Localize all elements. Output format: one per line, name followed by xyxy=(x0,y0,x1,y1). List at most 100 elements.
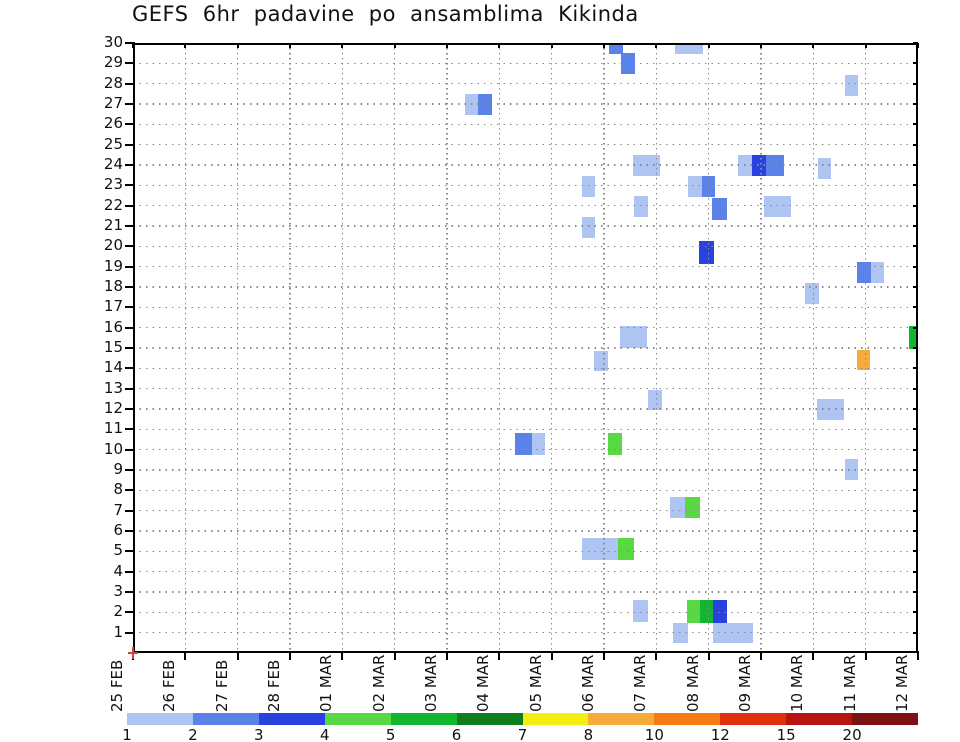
y-axis-member-label: 2 xyxy=(113,602,123,621)
horizontal-gridline xyxy=(133,367,918,370)
x-axis-date-label: 07 MAR xyxy=(631,654,650,712)
y-axis-right-tick xyxy=(913,306,918,309)
x-axis-date-label: 25 FEB xyxy=(108,659,126,712)
heatmap-cell xyxy=(764,196,791,217)
x-axis-tick xyxy=(393,651,396,660)
y-axis-tick xyxy=(125,103,135,105)
x-axis-date-label: 26 FEB xyxy=(160,659,179,712)
y-axis-right-tick xyxy=(913,489,918,492)
y-axis-right-tick xyxy=(913,611,918,614)
colorbar-label: 6 xyxy=(451,726,462,742)
horizontal-gridline xyxy=(133,408,918,410)
colorbar-segment xyxy=(852,713,919,725)
x-axis-date-label: 04 MAR xyxy=(474,654,493,712)
horizontal-gridline xyxy=(133,428,918,431)
y-axis-member-label: 28 xyxy=(103,73,123,92)
y-axis-tick xyxy=(125,42,135,44)
y-axis-tick xyxy=(125,469,135,471)
heatmap-cell xyxy=(582,217,595,238)
y-axis-tick xyxy=(125,306,135,309)
heatmap-cell xyxy=(670,497,685,518)
y-axis-member-label: 4 xyxy=(113,561,123,580)
heatmap-cell xyxy=(713,600,727,623)
y-axis-tick xyxy=(125,631,135,634)
y-axis-right-tick xyxy=(913,184,918,187)
y-axis-member-label: 9 xyxy=(113,460,123,478)
x-axis-top-tick xyxy=(550,43,553,48)
x-axis-date-label: 11 MAR xyxy=(840,654,859,712)
x-axis-top-tick xyxy=(760,43,762,48)
y-axis-tick xyxy=(125,82,135,85)
y-axis-member-label: 20 xyxy=(103,236,123,255)
y-axis-right-tick xyxy=(913,570,918,573)
y-axis-right-tick xyxy=(913,204,918,207)
x-axis-tick xyxy=(341,651,344,660)
y-axis-member-label: 11 xyxy=(103,419,123,438)
heatmap-cell xyxy=(582,176,595,197)
heatmap-cell xyxy=(700,600,713,623)
horizontal-gridline xyxy=(133,204,918,207)
y-axis-tick xyxy=(125,347,135,349)
chart-title: GEFS 6hr padavine po ansamblima Kikinda xyxy=(132,2,639,26)
heatmap-cell xyxy=(675,43,703,54)
y-axis-right-tick xyxy=(913,164,918,166)
y-axis-right-tick xyxy=(913,469,918,471)
x-axis-tick xyxy=(760,651,762,660)
y-axis-member-label: 10 xyxy=(103,439,123,458)
y-axis-tick xyxy=(125,550,135,553)
y-axis-right-tick xyxy=(913,347,918,349)
y-axis-member-label: 23 xyxy=(103,175,123,194)
horizontal-gridline xyxy=(133,225,918,227)
y-axis-member-label: 6 xyxy=(113,521,123,539)
heatmap-cell xyxy=(687,600,700,623)
y-axis-right-tick xyxy=(913,143,918,146)
x-axis-top-tick xyxy=(864,43,867,48)
y-axis-member-label: 22 xyxy=(103,195,123,214)
y-axis-tick xyxy=(125,326,135,329)
horizontal-gridline xyxy=(133,550,918,553)
y-axis-tick xyxy=(125,143,135,146)
heatmap-cell xyxy=(620,326,647,348)
x-axis-tick xyxy=(603,651,605,660)
x-axis-date-label: 27 FEB xyxy=(212,659,231,712)
heatmap-cell xyxy=(805,283,819,304)
horizontal-gridline xyxy=(133,509,918,512)
x-axis-top-tick xyxy=(393,43,396,48)
y-axis-tick xyxy=(125,387,135,390)
horizontal-gridline xyxy=(133,123,918,126)
heatmap-cell xyxy=(712,198,727,220)
y-axis-member-label: 17 xyxy=(103,297,123,316)
y-axis-member-label: 7 xyxy=(113,500,123,519)
y-axis-member-label: 15 xyxy=(103,338,123,356)
horizontal-gridline xyxy=(133,347,918,349)
y-axis-member-label: 1 xyxy=(113,622,123,641)
y-axis-tick xyxy=(125,225,135,227)
x-axis-top-tick xyxy=(707,43,710,48)
heatmap-cell xyxy=(845,75,858,96)
y-axis-member-label: 8 xyxy=(113,480,123,499)
y-axis-tick xyxy=(125,489,135,492)
heatmap-cell xyxy=(608,433,622,455)
x-axis-top-tick xyxy=(341,43,344,48)
colorbar-label: 10 xyxy=(644,726,664,742)
heatmap-cell xyxy=(609,43,623,54)
x-axis-tick xyxy=(184,651,187,660)
colorbar-label: 7 xyxy=(517,726,528,742)
heatmap-cell xyxy=(532,433,545,455)
heatmap-cell xyxy=(688,176,702,197)
y-axis-right-tick xyxy=(913,82,918,85)
y-axis-right-tick xyxy=(913,591,918,593)
horizontal-gridline xyxy=(133,143,918,146)
y-axis-tick xyxy=(125,265,135,268)
y-axis-member-label: 24 xyxy=(103,155,123,173)
x-axis-date-label: 28 FEB xyxy=(265,659,283,712)
x-axis-tick xyxy=(812,651,815,660)
x-axis-top-tick xyxy=(498,43,501,48)
heatmap-cell xyxy=(582,538,618,560)
colorbar-label: 2 xyxy=(188,726,198,742)
colorbar-segment xyxy=(258,713,325,725)
y-axis-tick xyxy=(125,367,135,370)
heatmap-cell xyxy=(857,350,870,370)
y-axis-right-tick xyxy=(913,326,918,329)
horizontal-gridline xyxy=(133,387,918,390)
